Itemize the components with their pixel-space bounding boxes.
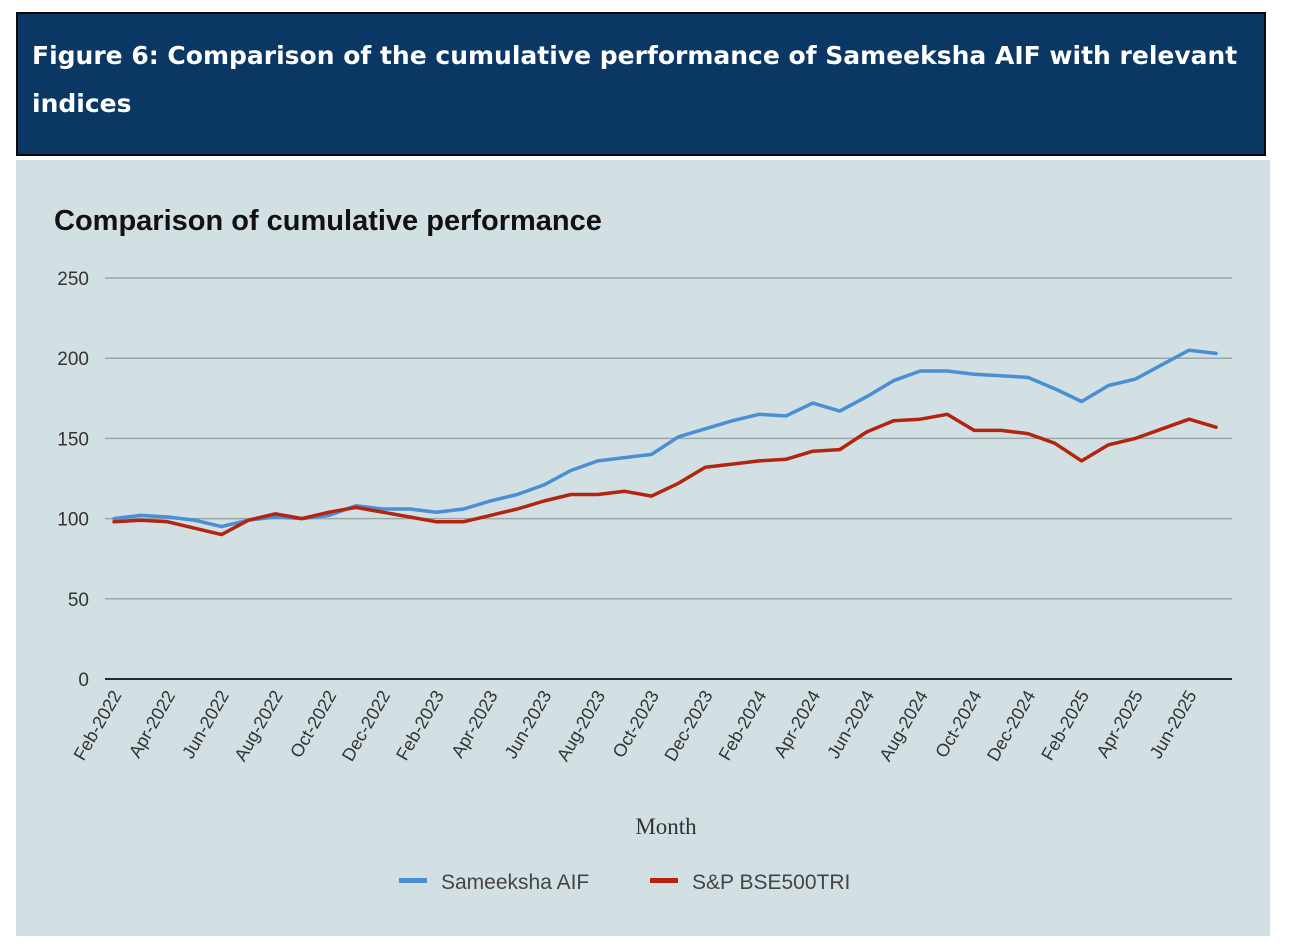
x-tick-label: Dec-2024 — [983, 687, 1039, 765]
x-tick-label: Oct-2023 — [609, 687, 663, 761]
y-tick-label: 100 — [57, 510, 89, 531]
chart-title: Comparison of cumulative performance — [54, 205, 602, 237]
x-tick-label: Apr-2023 — [447, 687, 501, 761]
y-tick-label: 250 — [57, 269, 89, 290]
series-line-bse500tri — [112, 412, 1218, 537]
x-tick-label: Aug-2024 — [875, 687, 931, 765]
x-tick-label: Apr-2024 — [770, 687, 824, 761]
legend: Sameeksha AIF S&P BSE500TRI — [399, 871, 850, 894]
y-tick-label: 50 — [68, 590, 89, 611]
x-tick-label: Jun-2024 — [823, 687, 878, 762]
x-axis-label: Month — [635, 814, 697, 839]
y-tick-label: 200 — [57, 349, 89, 370]
x-tick-label: Feb-2022 — [70, 687, 126, 764]
x-tick-label: Aug-2023 — [553, 687, 609, 765]
x-tick-label: Jun-2023 — [501, 687, 556, 762]
x-tick-label: Dec-2022 — [338, 687, 394, 765]
series-layer — [112, 348, 1218, 537]
x-tick-label: Jun-2022 — [178, 687, 233, 762]
y-axis-ticks: 0 50 100 150 200 250 — [57, 269, 89, 691]
x-tick-label: Oct-2024 — [931, 687, 985, 761]
x-tick-label: Apr-2025 — [1092, 687, 1146, 761]
x-tick-label: Dec-2023 — [660, 687, 716, 765]
x-tick-label: Feb-2023 — [392, 687, 448, 764]
x-tick-label: Jun-2025 — [1146, 687, 1201, 762]
figure-header: Figure 6: Comparison of the cumulative p… — [16, 12, 1266, 156]
x-tick-label: Apr-2022 — [125, 687, 179, 761]
x-tick-label: Feb-2024 — [715, 687, 771, 764]
x-tick-label: Aug-2022 — [230, 687, 286, 765]
figure-title: Figure 6: Comparison of the cumulative p… — [32, 41, 1238, 118]
line-chart: Comparison of cumulative performance 0 50… — [54, 205, 1232, 894]
legend-label-sameeksha: Sameeksha AIF — [441, 871, 589, 894]
legend-label-bse500: S&P BSE500TRI — [692, 871, 850, 894]
x-tick-label: Oct-2022 — [286, 687, 340, 761]
legend-swatch-sameeksha — [399, 878, 427, 883]
y-tick-label: 150 — [57, 429, 89, 450]
grid-layer — [105, 277, 1232, 600]
x-tick-label: Feb-2025 — [1037, 687, 1093, 764]
legend-swatch-bse500 — [650, 878, 678, 883]
y-tick-label: 0 — [78, 670, 89, 691]
chart-panel: Comparison of cumulative performance 0 50… — [16, 160, 1270, 936]
